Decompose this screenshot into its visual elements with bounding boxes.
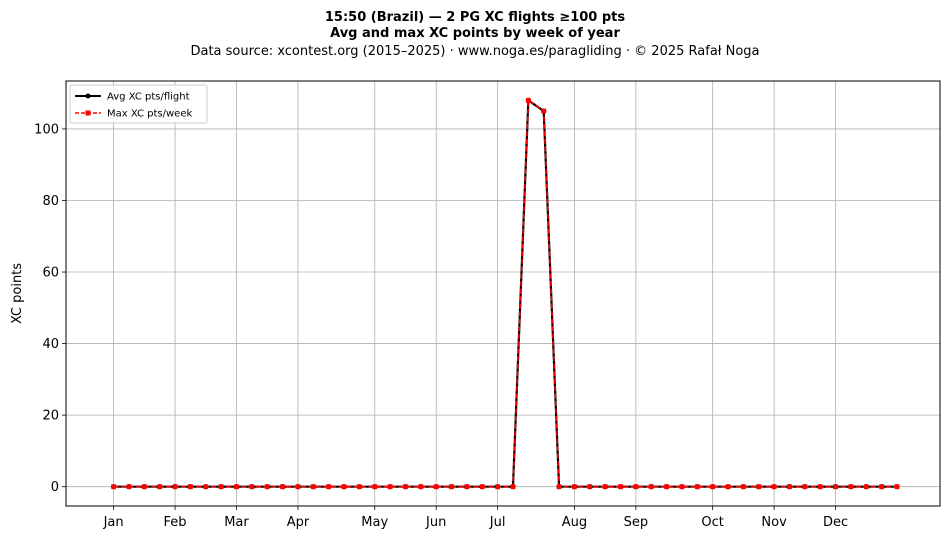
- data-point: [234, 484, 239, 490]
- x-tick-label: Nov: [761, 515, 787, 530]
- y-tick-label: 40: [42, 337, 59, 352]
- data-point: [464, 484, 470, 490]
- data-point: [356, 484, 362, 490]
- chart-title-line-2: Avg and max XC points by week of year: [330, 26, 620, 41]
- x-tick-label: Jan: [103, 515, 124, 530]
- x-tick-label: Jun: [425, 515, 446, 530]
- y-tick-label: 80: [42, 194, 59, 209]
- data-point: [694, 484, 700, 490]
- data-point: [418, 484, 424, 490]
- data-point: [510, 484, 516, 490]
- x-tick-label: Dec: [823, 515, 848, 530]
- data-point: [387, 484, 393, 490]
- data-point: [525, 97, 531, 103]
- data-point: [602, 484, 608, 490]
- data-point: [141, 484, 147, 490]
- series-max: [111, 97, 900, 490]
- data-point: [449, 484, 454, 490]
- x-tick-label: Sep: [624, 515, 649, 530]
- data-point: [817, 484, 823, 490]
- data-point: [771, 484, 777, 490]
- x-tick-label: Aug: [562, 515, 587, 530]
- data-point: [218, 484, 224, 490]
- y-tick-label: 100: [34, 122, 59, 137]
- data-point: [679, 484, 685, 490]
- grid-lines: [66, 81, 940, 506]
- x-tick-label: Jul: [489, 515, 506, 530]
- data-point: [157, 484, 163, 490]
- x-tick-label: Apr: [287, 515, 310, 530]
- legend-marker-avg: [85, 93, 91, 99]
- data-point: [664, 484, 669, 490]
- series-avg: [111, 97, 900, 490]
- data-point: [863, 484, 869, 490]
- data-point: [188, 484, 193, 490]
- legend: Avg XC pts/flight Max XC pts/week: [69, 84, 208, 124]
- data-point: [280, 484, 285, 490]
- data-point: [264, 484, 270, 490]
- legend-marker-max: [85, 110, 91, 116]
- data-point: [203, 484, 209, 490]
- data-point: [572, 484, 577, 490]
- y-tick-label: 20: [42, 409, 59, 424]
- data-point: [111, 484, 117, 490]
- data-point: [126, 484, 132, 490]
- data-point: [310, 484, 316, 490]
- data-point: [648, 484, 654, 490]
- data-point: [403, 484, 408, 490]
- x-tick-label: May: [361, 515, 388, 530]
- data-point: [756, 484, 762, 490]
- data-point: [833, 484, 838, 490]
- plot-frame: [65, 80, 941, 507]
- chart-subtitle: Data source: xcontest.org (2015–2025) · …: [190, 44, 759, 59]
- data-point: [894, 484, 900, 490]
- data-point: [372, 484, 378, 490]
- data-point: [172, 484, 178, 490]
- chart-title-line-1: 15:50 (Brazil) — 2 PG XC flights ≥100 pt…: [325, 10, 626, 25]
- data-point: [341, 484, 347, 490]
- axis-ticks: Jan Feb Mar Apr May Jun Jul Aug Sep Oct Nov Dec 0 20 4…: [34, 122, 848, 530]
- data-point: [495, 484, 501, 490]
- data-point: [848, 484, 854, 490]
- data-point: [587, 484, 593, 490]
- legend-box: [69, 84, 208, 124]
- data-point: [725, 484, 731, 490]
- data-point: [740, 484, 746, 490]
- series-line: [113, 99, 897, 488]
- data-point: [295, 484, 301, 490]
- data-point: [326, 484, 332, 490]
- data-point: [787, 484, 792, 490]
- y-tick-label: 60: [42, 266, 59, 281]
- x-tick-label: Feb: [164, 515, 187, 530]
- data-point: [556, 484, 562, 490]
- data-point: [710, 484, 716, 490]
- legend-label-avg: Avg XC pts/flight: [107, 92, 190, 103]
- data-point: [433, 484, 439, 490]
- data-point: [479, 484, 485, 490]
- data-point: [618, 484, 623, 490]
- x-tick-label: Oct: [701, 515, 723, 530]
- legend-label-max: Max XC pts/week: [107, 109, 192, 120]
- data-point: [879, 484, 885, 490]
- x-tick-label: Mar: [224, 515, 249, 530]
- series-line: [113, 99, 897, 488]
- y-axis-label: XC points: [10, 263, 25, 324]
- data-point: [802, 484, 808, 490]
- series-layer: [111, 97, 900, 490]
- y-tick-label: 0: [51, 480, 59, 495]
- data-point: [633, 484, 639, 490]
- data-point: [249, 484, 255, 490]
- data-point: [541, 108, 547, 114]
